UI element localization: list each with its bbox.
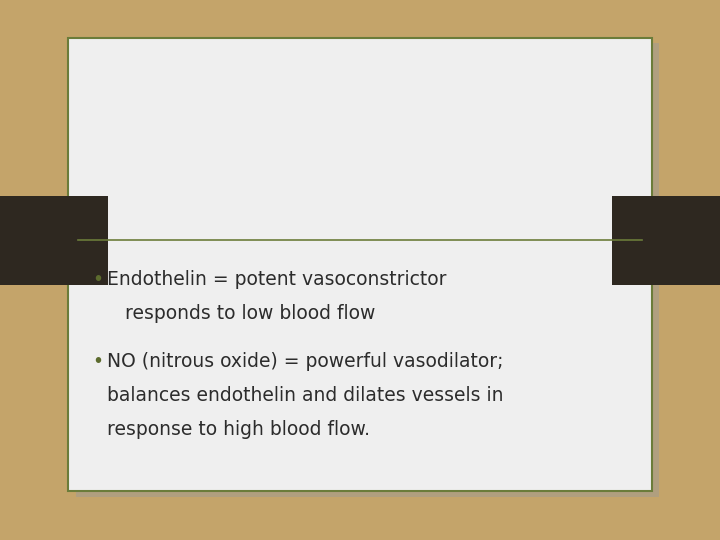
Text: •: • xyxy=(92,352,103,370)
Text: Endothelin = potent vasoconstrictor: Endothelin = potent vasoconstrictor xyxy=(107,270,446,289)
Text: •: • xyxy=(92,270,103,289)
Bar xyxy=(0,195,108,285)
Text: NO (nitrous oxide) = powerful vasodilator;: NO (nitrous oxide) = powerful vasodilato… xyxy=(107,352,503,370)
Bar xyxy=(76,43,659,497)
Text: response to high blood flow.: response to high blood flow. xyxy=(107,420,369,438)
Text: responds to low blood flow: responds to low blood flow xyxy=(107,304,375,323)
Text: balances endothelin and dilates vessels in: balances endothelin and dilates vessels … xyxy=(107,386,503,404)
Bar xyxy=(68,38,652,491)
Bar xyxy=(612,195,720,285)
